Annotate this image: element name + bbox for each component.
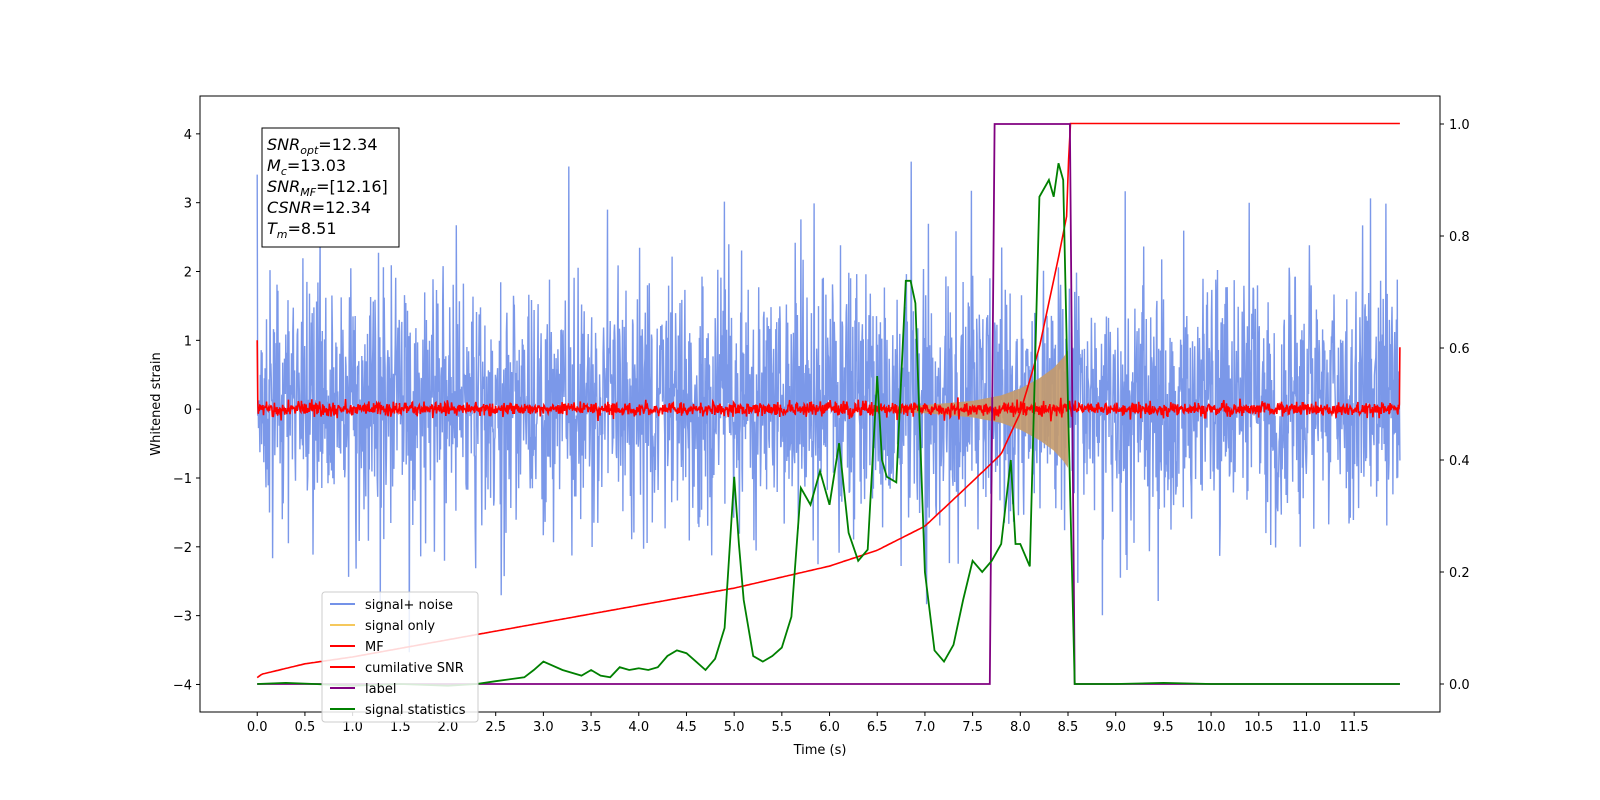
x-tick-label: 10.5 (1244, 720, 1273, 735)
y-tick-label: −2 (173, 541, 192, 556)
x-tick-label: 0.0 (247, 720, 268, 735)
x-tick-label: 0.5 (295, 720, 316, 735)
annotation-line: SNRopt=12.34 (267, 135, 378, 157)
x-tick-label: 11.5 (1340, 720, 1369, 735)
y2-tick-label: 0.4 (1449, 454, 1470, 469)
annotation-value: =12.34 (312, 198, 371, 217)
y2-tick-label: 0.2 (1449, 566, 1470, 581)
annotation-symbol: T (267, 219, 278, 238)
y2-tick-label: 0.8 (1449, 230, 1470, 245)
x-tick-label: 3.0 (533, 720, 554, 735)
annotation-symbol: CSNR (267, 198, 312, 217)
x-tick-label: 8.0 (1010, 720, 1031, 735)
y-tick-label: 3 (184, 197, 192, 212)
annotation-value: =12.34 (318, 135, 377, 154)
annotation-frame (261, 127, 400, 248)
x-tick-label: 9.0 (1105, 720, 1126, 735)
x-tick-label: 2.0 (438, 720, 459, 735)
legend-frame (321, 591, 479, 723)
x-tick-label: 9.5 (1153, 720, 1174, 735)
y-tick-label: −1 (173, 472, 192, 487)
annotation-line: CSNR=12.34 (267, 198, 371, 217)
x-tick-label: 5.0 (724, 720, 745, 735)
legend-entry: MF (365, 640, 384, 655)
x-tick-label: 4.0 (628, 720, 649, 735)
axes-frame (199, 95, 1441, 713)
y-tick-label: 1 (184, 334, 192, 349)
series-signal-statistics (257, 162, 1400, 687)
y-axis-right: 1.0 0.8 0.6 0.4 0.2 0.0 (1440, 118, 1470, 693)
y-axis-left: 4 3 2 1 0 −1 −2 −3 −4 (173, 128, 200, 693)
x-tick-label: 7.0 (915, 720, 936, 735)
annotation-subscript: c (281, 165, 287, 178)
x-tick-label: 1.0 (342, 720, 363, 735)
annotation-subscript: m (277, 228, 288, 241)
x-axis: 0.0 0.5 1.0 1.5 2.0 2.5 3.0 3.5 4.0 4.5 5.0 5.5 6.0 6… (247, 712, 1369, 735)
annotation-line: SNRMF=[12.16] (267, 177, 388, 199)
annotation-value: =8.51 (288, 219, 337, 238)
x-tick-label: 4.5 (676, 720, 697, 735)
y2-tick-label: 0.0 (1449, 678, 1470, 693)
legend-entry: cumilative SNR (365, 661, 464, 676)
x-tick-label: 11.0 (1292, 720, 1321, 735)
y2-tick-label: 0.6 (1449, 342, 1470, 357)
annotation-symbol: SNR (267, 135, 300, 154)
legend-entry: signal only (365, 619, 435, 634)
y2-tick-label: 1.0 (1449, 118, 1470, 133)
annotation-symbol: SNR (267, 177, 300, 196)
x-tick-label: 5.5 (772, 720, 793, 735)
annotation-subscript: opt (300, 144, 319, 157)
x-tick-label: 7.5 (962, 720, 983, 735)
legend-entry: signal+ noise (365, 598, 453, 613)
x-tick-label: 8.5 (1058, 720, 1079, 735)
x-tick-label: 3.5 (581, 720, 602, 735)
annotation-line: Tm=8.51 (267, 219, 337, 241)
y-tick-label: 4 (184, 128, 192, 143)
annotation-value: =13.03 (287, 156, 346, 175)
x-tick-label: 10.0 (1197, 720, 1226, 735)
y-axis-label: Whitened strain (149, 352, 164, 455)
legend-entry: signal statistics (365, 703, 466, 718)
x-tick-label: 6.5 (867, 720, 888, 735)
x-axis-label: Time (s) (793, 743, 847, 758)
x-tick-label: 2.5 (485, 720, 506, 735)
y-tick-label: −4 (173, 678, 192, 693)
annotation-symbol: M (267, 156, 281, 175)
annotation-line: Mc=13.03 (267, 156, 346, 178)
y-tick-label: 0 (184, 403, 192, 418)
annotation-subscript: MF (300, 186, 316, 199)
annotation-value: =[12.16] (316, 177, 388, 196)
annotation-box: SNRopt=12.34Mc=13.03SNRMF=[12.16]CSNR=12… (261, 127, 400, 248)
x-tick-label: 6.0 (819, 720, 840, 735)
y-tick-label: 2 (184, 266, 192, 281)
y-tick-label: −3 (173, 610, 192, 625)
x-tick-label: 1.5 (390, 720, 411, 735)
legend: signal+ noise signal only MF cumilative SNR… (321, 591, 479, 723)
legend-entry: label (365, 682, 396, 697)
series-mf (256, 340, 1401, 422)
